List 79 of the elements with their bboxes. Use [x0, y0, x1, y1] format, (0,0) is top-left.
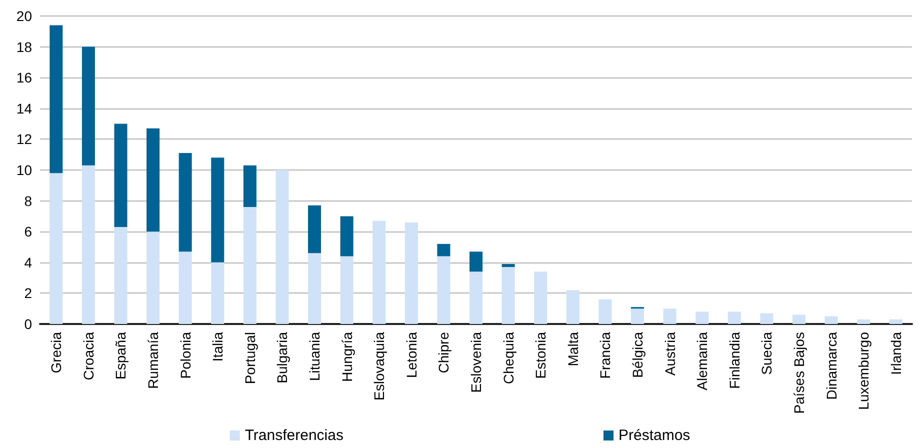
bar [824, 316, 838, 324]
bar [404, 222, 418, 324]
x-tick-label: Croacia [80, 332, 96, 380]
bar [243, 165, 256, 207]
x-tick-label: Malta [564, 332, 581, 366]
bar [470, 272, 482, 324]
x-tick-label: Portugal [242, 332, 258, 384]
bar [502, 264, 515, 268]
x-tick-label: España [112, 332, 129, 380]
bar [308, 253, 322, 324]
x-tick-label: Italia [210, 332, 226, 362]
x-tick-label: Alemania [694, 332, 710, 390]
bar [760, 313, 774, 324]
x-tick-label: Eslovenia [468, 332, 484, 393]
bar [372, 220, 386, 324]
bar [696, 312, 709, 324]
legend-label: Transferencias [244, 427, 344, 444]
bar [114, 124, 128, 227]
bar [340, 216, 354, 256]
y-tick-label: 6 [24, 224, 32, 240]
bar [663, 308, 676, 324]
x-tick-label: Chequia [500, 332, 516, 384]
bar [211, 158, 224, 262]
bar [534, 272, 548, 324]
bar [857, 319, 870, 324]
x-tick-label: Hungría [338, 332, 355, 382]
bar [146, 232, 160, 324]
y-tick-label: 14 [16, 100, 32, 116]
x-tick-label: Lituania [306, 332, 323, 382]
y-tick-label: 20 [16, 8, 32, 24]
bar [276, 170, 289, 324]
bar [470, 252, 482, 272]
bar [82, 165, 95, 324]
x-tick-label: Chipre [436, 332, 452, 374]
x-tick-label: Bélgica [629, 332, 646, 378]
bar [211, 262, 224, 324]
x-tick-label: Austria [662, 332, 678, 376]
bar [630, 308, 644, 324]
bar [114, 226, 128, 324]
x-tick-label: Eslovaquia [371, 332, 388, 400]
y-tick-label: 4 [24, 254, 32, 270]
bar [50, 25, 63, 174]
x-tick-label: Letonia [403, 332, 420, 378]
bar [437, 244, 450, 256]
y-tick-label: 10 [16, 162, 32, 178]
x-tick-label: Francia [597, 332, 614, 379]
y-tick-label: 16 [16, 70, 32, 86]
legend-label: Préstamos [618, 427, 690, 444]
y-tick-label: 0 [24, 316, 32, 332]
bar [728, 312, 741, 324]
bar [598, 299, 612, 324]
bar [146, 128, 160, 232]
x-tick-label: Dinamarca [823, 332, 840, 400]
x-tick-label: Países Bajos [790, 332, 807, 414]
bar [792, 314, 806, 324]
bar [502, 267, 515, 324]
bar [566, 290, 580, 324]
x-tick-label: Rumanía [145, 332, 162, 389]
x-tick-label: Irlanda [888, 332, 904, 375]
bar [82, 46, 95, 166]
bar [178, 153, 192, 252]
bar [308, 205, 322, 254]
x-tick-label: Grecia [48, 332, 64, 374]
x-tick-label: Bulgaria [274, 332, 290, 384]
y-tick-label: 18 [16, 38, 32, 55]
x-tick-label: Estonia [532, 332, 549, 379]
y-tick-label: 8 [24, 192, 32, 209]
x-tick-label: Finlandia [726, 332, 742, 389]
bar [50, 173, 63, 324]
bar [178, 252, 192, 324]
x-tick-label: Luxemburgo [856, 332, 872, 410]
x-tick-label: Polonia [177, 332, 194, 379]
y-tick-label: 2 [24, 285, 32, 302]
bar [889, 319, 902, 324]
bar [340, 256, 354, 324]
bar [243, 206, 256, 324]
y-tick-label: 12 [16, 131, 32, 148]
x-tick-label: Suecia [758, 332, 775, 375]
bar [437, 256, 450, 324]
